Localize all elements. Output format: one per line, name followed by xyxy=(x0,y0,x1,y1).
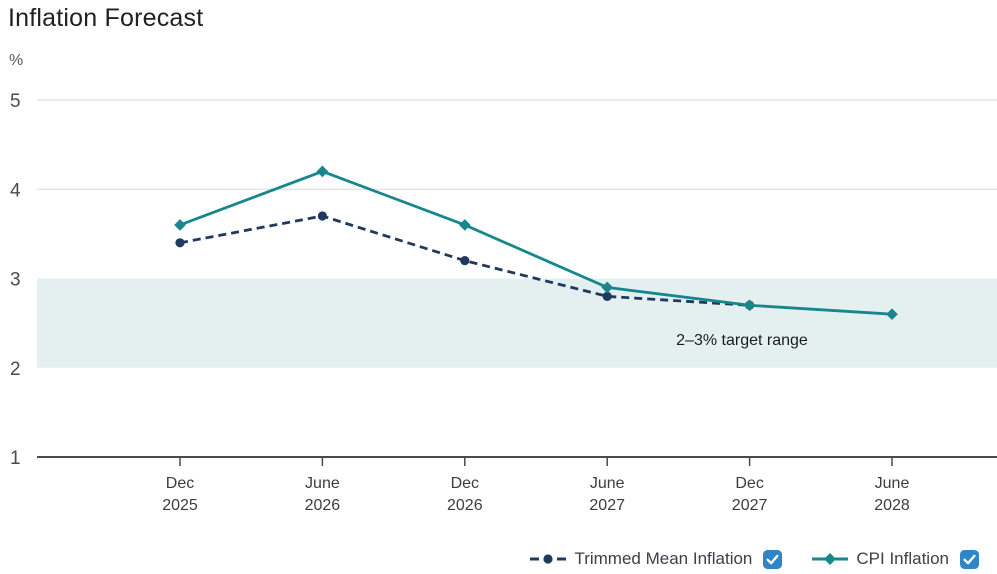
trimmed-mean-inflation-line xyxy=(179,214,750,307)
x-tick-label: Dec xyxy=(451,475,479,492)
trimmed-mean-line-marker-icon xyxy=(530,554,567,564)
trimmed-mean-inflation-marker xyxy=(175,238,185,248)
cpi-inflation-line xyxy=(179,169,893,316)
chart-title: Inflation Forecast xyxy=(8,4,204,32)
cpi-inflation-marker xyxy=(601,281,613,294)
y-tick-label: 2 xyxy=(10,359,21,380)
x-tick-label: 2026 xyxy=(305,497,341,514)
x-tick-label: Dec xyxy=(735,475,763,492)
checkmark-icon xyxy=(766,554,779,564)
legend-label-cpi-inflation: CPI Inflation xyxy=(856,549,949,568)
x-tick-label: 2028 xyxy=(874,497,910,514)
cpi-inflation-marker xyxy=(743,299,756,312)
x-tick-label: June xyxy=(305,475,340,492)
cpi-line-marker-icon xyxy=(812,553,849,565)
checkmark-icon xyxy=(963,554,976,564)
target-range-label: 2–3% target range xyxy=(676,332,808,349)
trimmed-mean-inflation-marker xyxy=(460,256,470,266)
legend-label-trimmed-mean-inflation: Trimmed Mean Inflation xyxy=(574,549,753,568)
y-axis-unit-label: % xyxy=(9,52,24,69)
legend-checkbox-trimmed-mean-inflation[interactable] xyxy=(763,549,783,569)
cpi-inflation-marker xyxy=(459,219,471,231)
x-tick-label: June xyxy=(590,475,625,492)
y-tick-label: 5 xyxy=(10,91,21,112)
y-tick-label: 1 xyxy=(10,448,21,469)
y-tick-label: 4 xyxy=(10,180,21,201)
x-tick-label: Dec xyxy=(166,475,194,492)
legend: Trimmed Mean Inflation CPI Inflation xyxy=(530,549,979,569)
trimmed-mean-inflation-marker xyxy=(317,211,327,221)
x-tick-label: 2027 xyxy=(589,497,625,514)
cpi-inflation-marker xyxy=(316,165,329,178)
legend-checkbox-cpi-inflation[interactable] xyxy=(960,549,979,569)
x-tick-label: 2025 xyxy=(162,497,198,514)
target-range-band xyxy=(37,278,997,368)
x-tick-label: 2027 xyxy=(732,497,768,514)
y-tick-label: 3 xyxy=(10,270,21,291)
x-tick-label: June xyxy=(875,475,910,492)
legend-item-trimmed-mean-inflation: Trimmed Mean Inflation xyxy=(530,549,783,569)
trimmed-mean-inflation-marker xyxy=(602,291,612,301)
legend-item-cpi-inflation: CPI Inflation xyxy=(812,549,979,569)
cpi-inflation-marker xyxy=(174,219,186,231)
cpi-inflation-marker xyxy=(886,308,898,320)
x-tick-label: 2026 xyxy=(447,497,483,514)
